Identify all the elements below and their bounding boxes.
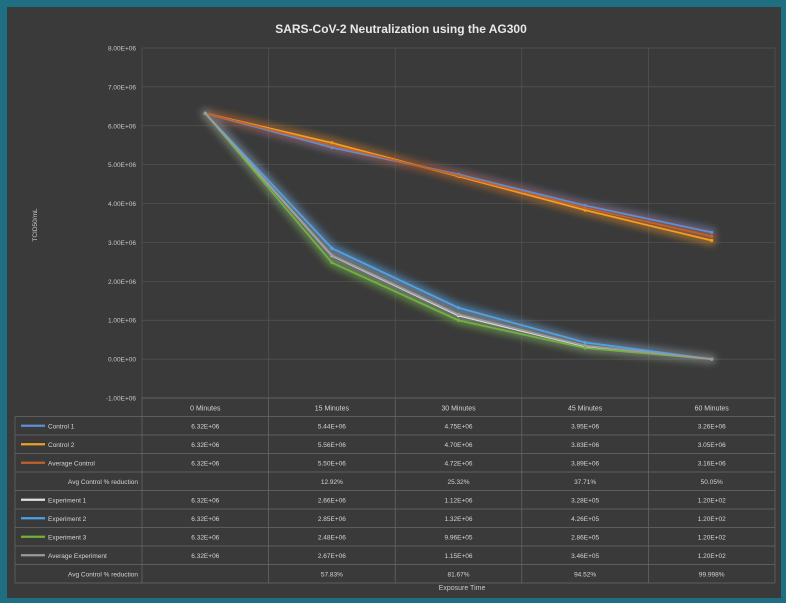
legend-label: Average Experiment [48,553,107,560]
series-glow-line [200,108,717,364]
data-point [710,234,714,238]
y-tick-label: 6.00E+06 [108,123,136,130]
table-cell: 3.05E+06 [698,442,726,449]
x-tick-label: 30 Minutes [441,406,476,413]
table-cell: 1.20E+02 [698,516,726,523]
table-cell: 1.20E+02 [698,498,726,505]
table-cell: 1.20E+02 [698,535,726,542]
data-point [710,357,714,361]
chart: SARS-CoV-2 Neutralization using the AG30… [14,22,776,592]
data-point [710,230,714,234]
table-cell: 57.83% [321,572,343,579]
data-point [456,312,461,316]
table-cell: 3.83E+06 [571,442,599,449]
data-point [583,344,587,348]
row-label: Avg Control % reduction [68,479,138,486]
table-cell: 3.28E+05 [571,498,599,505]
table-cell: 6.32E+06 [191,461,219,468]
data-point [203,111,207,115]
y-tick-label: 5.00E+06 [108,162,136,169]
data-point [583,206,587,210]
data-point [330,253,334,257]
table-cell: 5.50E+06 [318,461,346,468]
y-tick-label: 3.00E+06 [108,240,136,247]
table-cell: 2.48E+06 [318,535,346,542]
table-cell: 3.95E+06 [571,424,599,431]
table-cell: 4.72E+06 [444,461,472,468]
table-cell: 12.92% [321,479,343,486]
table-cell: 37.71% [574,479,596,486]
table-cell: 81.67% [447,572,469,579]
data-point [583,208,587,212]
y-tick-label: 2.00E+06 [108,279,136,286]
data-point [583,346,587,350]
x-tick-label: 15 Minutes [315,406,350,413]
table-cell: 94.52% [574,572,596,579]
y-axis: -1.00E+06 0.00E+00 1.00E+06 2.00E+06 3.00E+0… [106,46,137,403]
table-cell: 6.32E+06 [191,498,219,505]
table-cell: 5.56E+06 [318,442,346,449]
data-point [583,203,587,208]
data-point [456,173,461,178]
table-cell: 4.26E+05 [571,516,599,523]
y-tick-label: 1.00E+06 [108,318,136,325]
x-tick-label: 60 Minutes [695,406,730,413]
legend-label: Control 1 [48,424,75,431]
data-point [330,261,334,265]
table-cell: 2.67E+06 [318,553,346,560]
x-axis-label: Exposure Time [439,585,486,592]
series-glow [200,108,717,364]
y-tick-label: 7.00E+06 [108,84,136,91]
y-tick-label: 0.00E+00 [108,357,136,364]
table-cell: 6.32E+06 [191,535,219,542]
data-point [583,340,587,345]
table-cell: 6.32E+06 [191,442,219,449]
table-cell: 6.32E+06 [191,424,219,431]
chart-frame: SARS-CoV-2 Neutralization using the AG30… [7,7,781,598]
table-cell: 3.46E+05 [571,553,599,560]
table-cell: 3.16E+06 [698,461,726,468]
table-cell: 1.32E+06 [444,516,472,523]
table-cell: 1.15E+06 [444,553,472,560]
series-lines [203,111,714,361]
data-point [330,145,334,150]
data-point [456,318,461,322]
chart-title: SARS-CoV-2 Neutralization using the AG30… [275,22,527,36]
row-label: Avg Control % reduction [68,572,138,579]
table-cell: 99.998% [699,572,725,579]
table-cell: 6.32E+06 [191,516,219,523]
table-cell: 2.85E+06 [318,516,346,523]
legend-label: Experiment 3 [48,535,87,542]
legend-label: Control 2 [48,442,75,449]
table-cell: 25.32% [447,479,469,486]
table-cell: 4.75E+06 [444,424,472,431]
table-cell: 1.12E+06 [444,498,472,505]
table-cell: 50.05% [701,479,723,486]
table-cell: 3.89E+06 [571,461,599,468]
table-cell: 5.44E+06 [318,424,346,431]
legend-label: Average Control [48,461,95,468]
legend-label: Experiment 1 [48,498,87,505]
table-cell: 9.96E+05 [444,535,472,542]
table-cell: 6.32E+06 [191,553,219,560]
x-tick-label: 0 Minutes [190,406,221,413]
data-point [330,141,334,145]
data-table: 0 Minutes 15 Minutes 30 Minutes 45 Minutes 6… [14,397,776,584]
data-point [330,246,334,250]
table-cell: 3.26E+06 [698,424,726,431]
y-tick-label: -1.00E+06 [106,396,137,403]
grid [141,47,776,399]
y-axis-label: TCID50/mL [32,208,39,242]
table-cell: 2.66E+06 [318,498,346,505]
x-tick-label: 45 Minutes [568,406,603,413]
data-point [710,238,714,243]
legend-label: Experiment 2 [48,516,87,523]
data-point [330,143,334,147]
y-tick-label: 4.00E+06 [108,201,136,208]
table-cell: 1.20E+02 [698,553,726,560]
table-cell: 4.70E+06 [444,442,472,449]
table-cell: 2.86E+05 [571,535,599,542]
y-tick-label: 8.00E+06 [108,46,136,53]
data-point [456,306,461,310]
